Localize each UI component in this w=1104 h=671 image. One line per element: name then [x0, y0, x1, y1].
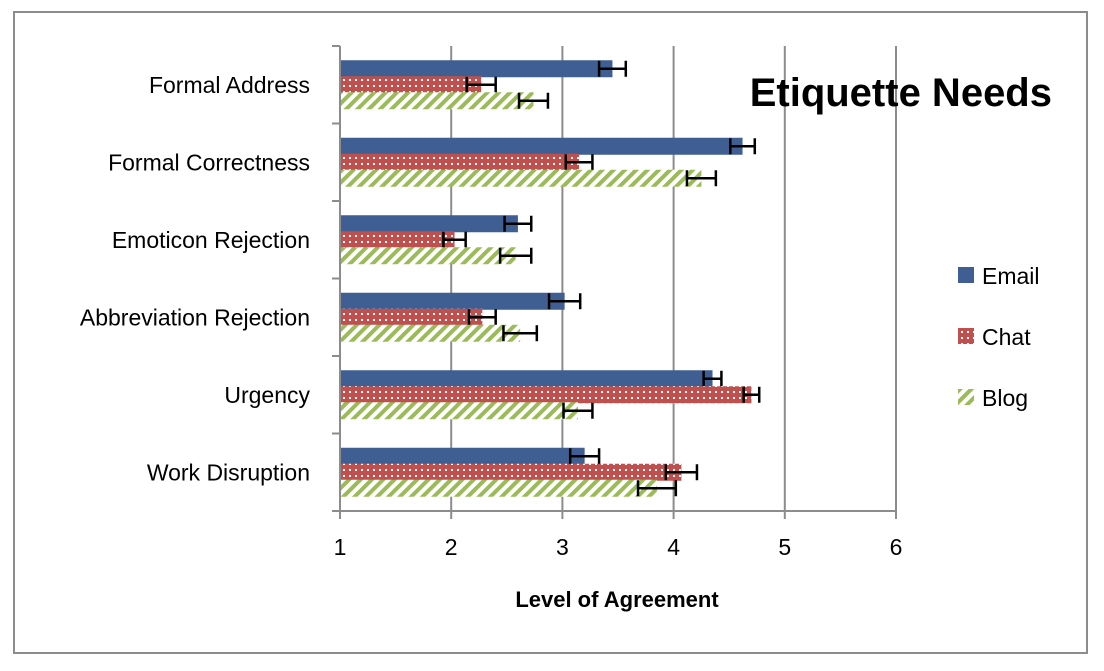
error-bar-email-0	[597, 60, 628, 77]
x-tick-label: 6	[890, 534, 903, 560]
bar-chat-1	[340, 153, 580, 171]
error-bar-email-5	[568, 448, 601, 465]
bar-email-4	[340, 370, 713, 388]
bar-blog-2	[340, 247, 516, 265]
error-bar-chat-0	[465, 76, 497, 93]
x-tick-label: 1	[334, 534, 347, 560]
bar-email-0	[340, 60, 613, 78]
error-bar-email-4	[702, 370, 723, 387]
bar-email-3	[340, 292, 565, 310]
category-label: Formal Address	[149, 72, 310, 98]
category-label: Formal Correctness	[108, 149, 310, 175]
error-bar-blog-1	[685, 170, 718, 187]
bar-chat-4	[340, 386, 752, 404]
bar-blog-0	[340, 92, 534, 110]
bar-chat-5	[340, 463, 682, 481]
gridlines	[450, 46, 897, 511]
bar-chat-3	[340, 308, 483, 326]
bar-blog-1	[340, 169, 702, 187]
error-bar-email-1	[729, 138, 757, 155]
error-bar-blog-5	[636, 480, 678, 497]
category-label: Emoticon Rejection	[112, 227, 310, 253]
bar-email-2	[340, 215, 518, 233]
bar-email-5	[340, 447, 585, 465]
error-bar-chat-3	[467, 309, 497, 326]
error-bar-email-2	[503, 215, 533, 232]
chart-frame	[13, 11, 1088, 654]
error-bar-email-3	[547, 293, 582, 310]
category-label: Work Disruption	[147, 459, 310, 485]
error-bar-blog-2	[498, 247, 533, 264]
legend-swatch	[958, 267, 974, 283]
legend-swatch	[958, 389, 974, 405]
bar-email-1	[340, 137, 743, 155]
x-tick-label: 4	[667, 534, 680, 560]
category-label: Urgency	[224, 382, 310, 408]
legend-label: Blog	[982, 385, 1028, 411]
legend-item-email: Email	[958, 263, 1040, 289]
legend-item-blog: Blog	[958, 385, 1028, 411]
error-bar-chat-1	[564, 154, 594, 171]
error-bar-blog-0	[517, 92, 550, 109]
bar-blog-4	[340, 402, 578, 420]
bar-chat-2	[340, 231, 455, 249]
error-bar-blog-4	[562, 402, 594, 419]
error-bar-chat-5	[664, 464, 699, 481]
legend-swatch	[958, 328, 974, 344]
legend-label: Email	[982, 263, 1040, 289]
error-bar-chat-2	[442, 231, 467, 248]
legend-item-chat: Chat	[958, 324, 1031, 350]
legend: Email Chat Blog	[958, 263, 1040, 411]
bar-blog-3	[340, 324, 521, 342]
x-tick-label: 5	[778, 534, 791, 560]
bar-chat-0	[340, 76, 482, 94]
x-tick-label: 3	[556, 534, 569, 560]
bar-blog-5	[340, 479, 657, 497]
category-label: Abbreviation Rejection	[80, 304, 310, 330]
bars	[340, 60, 761, 497]
legend-label: Chat	[982, 324, 1031, 350]
x-tick-label: 2	[445, 534, 458, 560]
x-axis-title: Level of Agreement	[515, 587, 719, 612]
chart-title: Etiquette Needs	[750, 71, 1052, 115]
axes: 1 2 3 4 5 6 Formal Address Formal Correctness Em…	[80, 45, 903, 560]
error-bar-blog-3	[502, 325, 539, 342]
error-bar-chat-4	[742, 386, 761, 403]
